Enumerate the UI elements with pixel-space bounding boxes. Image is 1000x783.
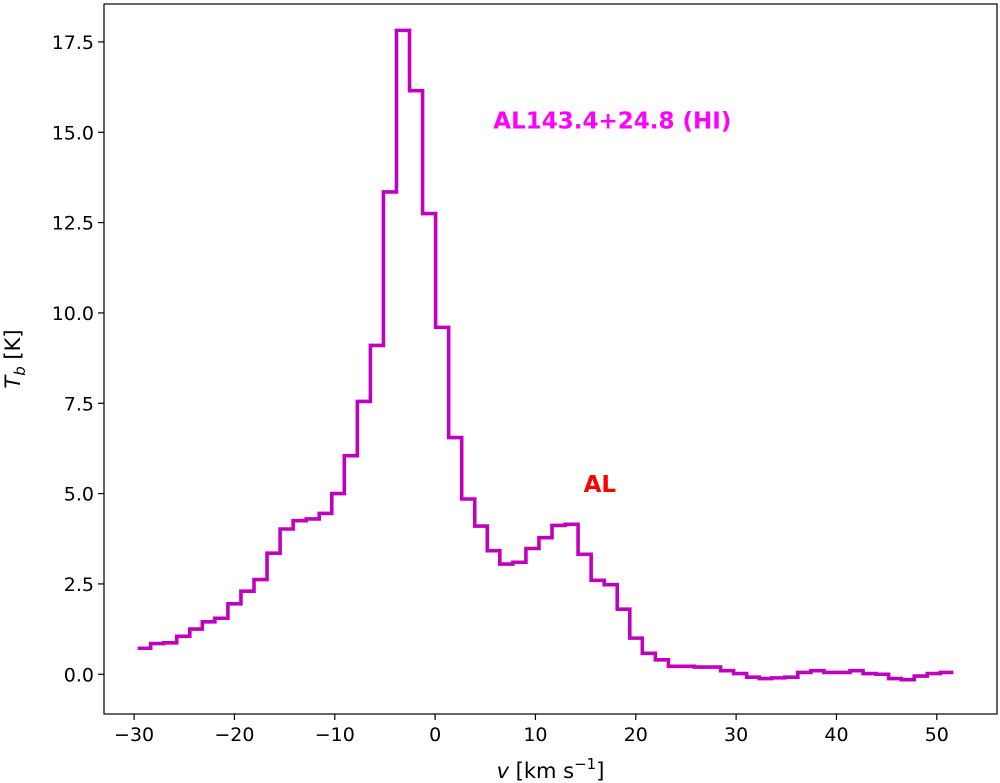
annotation-label: AL xyxy=(584,472,617,498)
y-tick-label: 15.0 xyxy=(52,122,94,144)
y-tick-label: 12.5 xyxy=(52,213,94,235)
x-tick-label: −30 xyxy=(114,724,154,746)
x-tick-label: 40 xyxy=(824,724,848,746)
y-axis-unit: [K] xyxy=(1,329,25,366)
x-axis-ticks: −30 −20 −10 0 10 20 30 40 50 xyxy=(114,714,949,746)
x-axis-variable: v xyxy=(497,759,510,783)
y-tick-label: 10.0 xyxy=(52,303,94,325)
y-tick-label: 7.5 xyxy=(64,393,94,415)
x-axis-label: v [km s−1] xyxy=(497,755,605,783)
y-axis-label: Tb [K] xyxy=(1,329,29,388)
x-axis-unit: [km s xyxy=(509,759,574,783)
y-axis-ticks: 0.0 2.5 5.0 7.5 10.0 12.5 15.0 17.5 xyxy=(52,32,104,686)
x-tick-label: 30 xyxy=(724,724,748,746)
x-tick-label: 20 xyxy=(624,724,648,746)
y-tick-label: 2.5 xyxy=(64,574,94,596)
axes-frame xyxy=(103,3,998,715)
x-tick-label: 50 xyxy=(925,724,949,746)
y-axis-subscript: b xyxy=(11,366,29,376)
annotations: AL143.4+24.8 (HI) AL xyxy=(493,109,731,498)
x-axis-unit-exponent: −1 xyxy=(574,755,596,773)
x-tick-label: −20 xyxy=(214,724,254,746)
y-axis-variable: T xyxy=(1,374,25,389)
y-tick-label: 17.5 xyxy=(52,32,94,54)
annotation-label: AL143.4+24.8 (HI) xyxy=(493,109,731,135)
x-tick-label: −10 xyxy=(315,724,355,746)
x-axis-unit-close: ] xyxy=(596,759,604,783)
plot-area xyxy=(137,28,954,682)
series-line-0 xyxy=(137,28,954,682)
y-tick-label: 5.0 xyxy=(64,484,94,506)
x-tick-label: 0 xyxy=(429,724,441,746)
y-tick-label: 0.0 xyxy=(64,664,94,686)
x-tick-label: 10 xyxy=(523,724,547,746)
